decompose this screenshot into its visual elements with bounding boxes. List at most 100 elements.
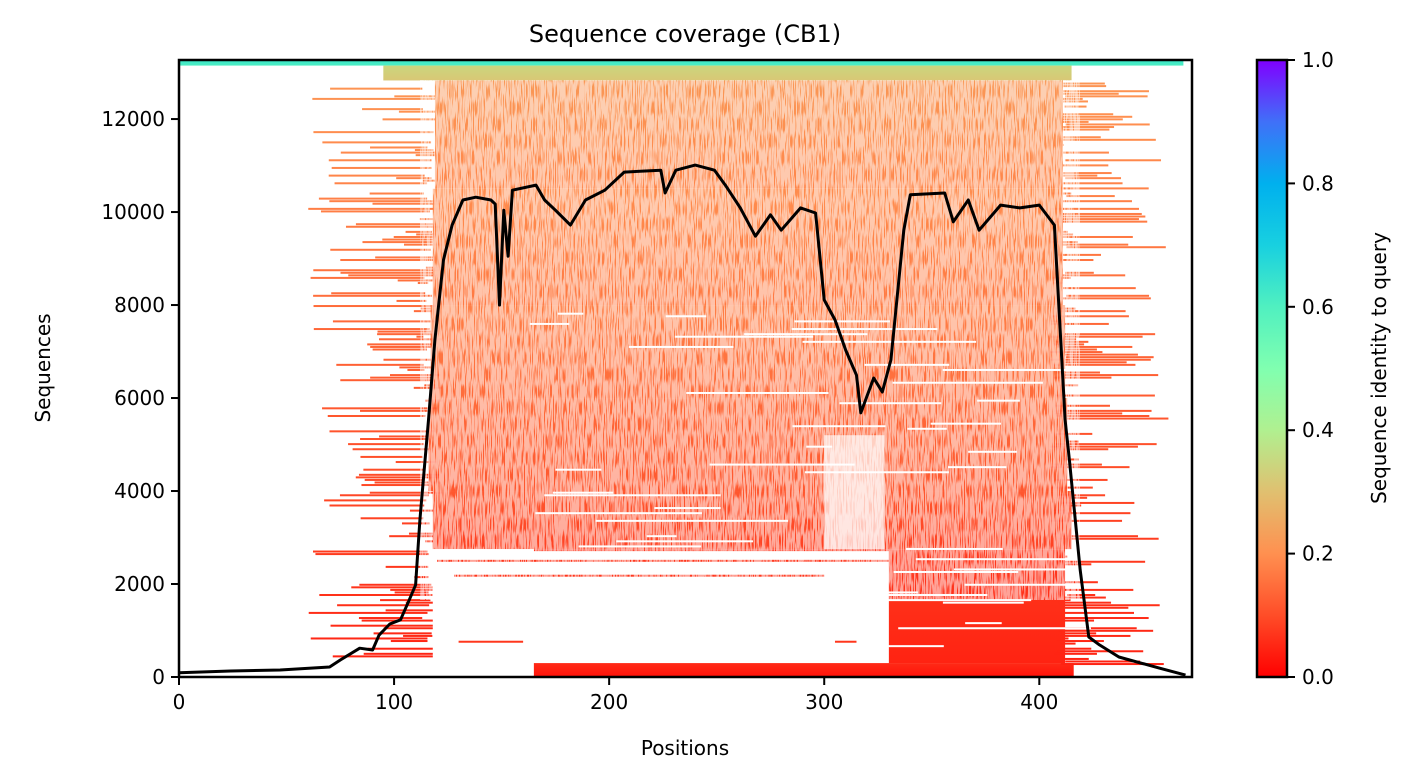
row-segment <box>308 207 443 210</box>
row-segment <box>382 118 443 121</box>
row-segment <box>310 276 425 279</box>
row-segment <box>322 407 437 410</box>
row-segment <box>1059 604 1160 607</box>
row-segment <box>330 624 435 627</box>
row-segment <box>1064 619 1095 622</box>
row-segment <box>1061 297 1151 300</box>
row-segment <box>397 279 437 282</box>
row-segment <box>1056 345 1133 348</box>
y-tick-label: 4000 <box>114 479 165 503</box>
row-segment <box>1052 126 1115 129</box>
row-segment <box>360 409 431 412</box>
row-segment <box>407 368 425 371</box>
row-segment <box>315 553 430 556</box>
row-segment <box>1065 95 1148 98</box>
row-segment <box>360 517 424 520</box>
row-segment <box>1061 632 1097 635</box>
row-gap <box>887 599 1032 602</box>
row-segment <box>1063 348 1097 351</box>
row-segment <box>332 320 438 323</box>
row-segment <box>320 210 430 213</box>
chart-title: Sequence coverage (CB1) <box>529 20 841 48</box>
row-segment <box>337 604 430 607</box>
row-segment <box>373 632 432 635</box>
row-gap <box>965 622 1002 625</box>
x-tick-label: 0 <box>173 690 186 714</box>
row-segment <box>1051 335 1143 338</box>
row-segment <box>383 627 436 630</box>
y-tick-label: 8000 <box>114 293 165 317</box>
coverage-block <box>383 65 1072 81</box>
y-tick-label: 12000 <box>101 107 165 131</box>
row-segment <box>1055 443 1157 446</box>
row-segment <box>363 652 438 655</box>
row-segment <box>319 594 442 597</box>
row-segment <box>1060 663 1164 666</box>
row-segment <box>1057 113 1114 116</box>
row-segment <box>1054 652 1097 655</box>
row-segment <box>313 294 432 297</box>
row-segment <box>1050 92 1119 95</box>
row-segment <box>1051 151 1109 154</box>
row-segment <box>372 348 427 351</box>
row-gap <box>898 627 1091 630</box>
row-segment <box>1060 200 1132 203</box>
colorbar-tick-label: 0.2 <box>1302 542 1334 566</box>
row-segment <box>393 235 437 238</box>
row-segment <box>1060 172 1112 175</box>
row-segment <box>1057 310 1126 313</box>
x-tick-label: 400 <box>1020 690 1058 714</box>
row-segment <box>1052 599 1071 602</box>
row-segment <box>379 338 443 341</box>
row-segment <box>336 363 424 366</box>
row-segment <box>1053 512 1131 515</box>
row-segment <box>1056 448 1109 451</box>
row-segment <box>351 586 438 589</box>
row-segment <box>361 484 433 487</box>
row-segment <box>1054 412 1123 415</box>
row-segment <box>1058 537 1159 540</box>
row-segment <box>370 146 428 149</box>
row-segment <box>360 455 423 458</box>
colorbar-label: Sequence identity to query <box>1367 232 1391 504</box>
row-segment <box>1059 243 1129 246</box>
row-gap <box>942 601 1024 604</box>
row-segment <box>367 647 443 650</box>
row-segment <box>1060 212 1142 215</box>
row-segment <box>355 476 440 479</box>
row-segment <box>1057 650 1144 653</box>
row-segment <box>362 108 423 111</box>
x-tick-label: 200 <box>590 690 628 714</box>
row-segment <box>1066 594 1096 597</box>
row-segment <box>360 438 429 441</box>
x-tick-label: 100 <box>375 690 413 714</box>
colorbar-ticks: 0.0 0.2 0.4 0.6 0.8 1.0 <box>1287 48 1334 689</box>
row-segment <box>363 468 425 471</box>
row-segment <box>1059 187 1149 190</box>
row-segment <box>369 491 443 494</box>
colorbar-tick-label: 0.0 <box>1302 665 1334 689</box>
row-segment <box>340 259 436 262</box>
row-segment <box>1050 358 1151 361</box>
y-tick-label: 10000 <box>101 200 165 224</box>
row-segment <box>1062 535 1139 538</box>
row-segment <box>313 305 437 308</box>
row-segment <box>1060 138 1156 141</box>
row-segment <box>324 499 427 502</box>
row-segment <box>390 640 428 643</box>
row-segment <box>312 97 439 100</box>
row-segment <box>834 640 857 643</box>
x-axis-label: Positions <box>641 736 729 760</box>
row-segment <box>385 565 429 568</box>
row-segment <box>396 177 432 180</box>
row-segment <box>1066 294 1150 297</box>
row-segment <box>1061 235 1133 238</box>
row-segment <box>1063 657 1089 660</box>
row-segment <box>313 328 430 331</box>
row-segment <box>328 174 425 177</box>
row-segment <box>1061 637 1069 640</box>
row-segment <box>1057 494 1106 497</box>
row-segment <box>329 504 425 507</box>
colorbar: 0.0 0.2 0.4 0.6 0.8 1.0 Sequence identity to … <box>1255 48 1391 689</box>
row-segment <box>374 481 441 484</box>
